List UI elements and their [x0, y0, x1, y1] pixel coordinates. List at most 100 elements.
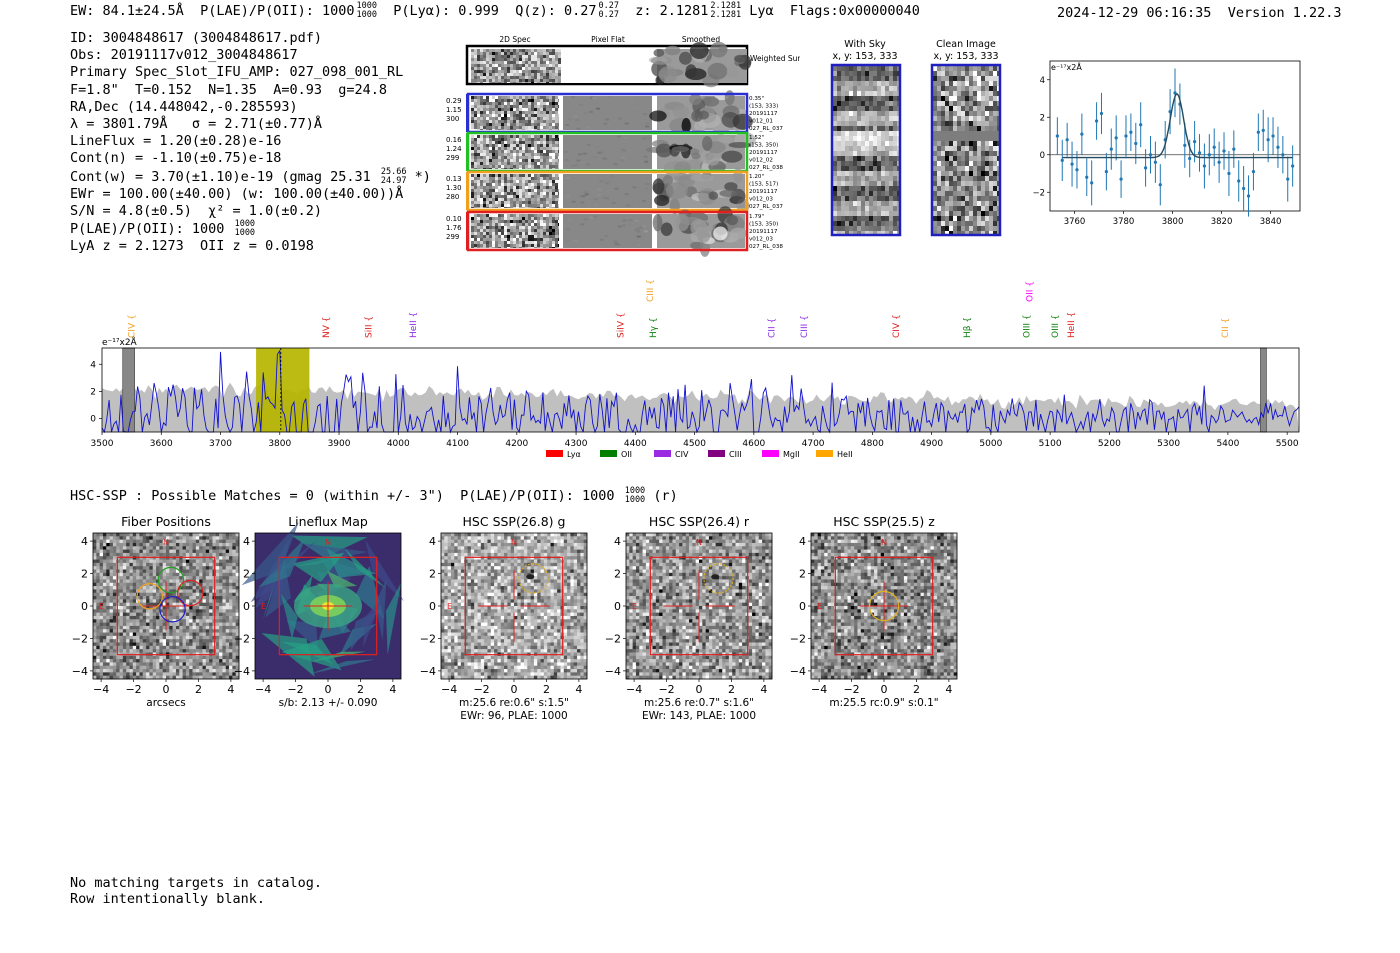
clean-image-title: Clean Image — [936, 39, 996, 50]
legend-lyα: Lyα — [546, 450, 581, 459]
hsc-xtick-label: −4 — [626, 683, 642, 696]
info-lambda: λ = 3801.79Å σ = 2.71(±0.77)Å — [70, 116, 322, 133]
search-box — [649, 556, 749, 656]
cutout-left-label: 299 — [446, 233, 459, 241]
cutout-left-label: 300 — [446, 115, 459, 123]
spectrum-ytick-label: 2 — [90, 387, 96, 397]
zoom-point — [1202, 164, 1207, 168]
cutout-right-label: 0.35" — [749, 96, 764, 102]
line-marker-label: OIII { — [1022, 314, 1032, 338]
zoom-point — [1153, 160, 1157, 164]
spectrum-xtick-label: 4900 — [920, 439, 943, 449]
hsc-panel-2: Lineflux Map N E −4 −4 −2 −2 0 0 2 2 4 4 s/b: 2.13 +/… — [234, 514, 404, 709]
hsc-panel-title: HSC SSP(26.8) g — [463, 514, 566, 529]
spectrum-xtick-label: 3900 — [328, 439, 351, 449]
zoom-point — [1188, 156, 1192, 161]
hsc-xtick-label: 0 — [511, 683, 518, 696]
hsc-caption: m:25.6 re:0.7" s:1.6" — [644, 697, 754, 709]
lineflux-map-image — [241, 522, 404, 679]
hsc-ytick-label: 4 — [799, 535, 806, 548]
zoom-point — [1256, 130, 1260, 134]
hsc-xtick-label: −2 — [658, 683, 674, 696]
fiber-circle — [159, 595, 186, 623]
line-marker-heii: HeII { — [409, 312, 419, 338]
zoom-point — [1251, 170, 1256, 174]
spectrum-xtick-label: 5200 — [1098, 439, 1121, 449]
hsc-panel-1: Fiber Positions N E −4 −4 −2 −2 0 0 2 2 4 4 arcsecs — [72, 514, 240, 709]
zoom-unit-label: e⁻¹⁷x2Å — [1051, 61, 1082, 72]
zoom-point — [1099, 111, 1104, 116]
cutout-right-label: 20191117 — [749, 229, 778, 235]
hsc-ytick-label: 0 — [243, 600, 250, 613]
cutout-right-label: (153, 333) — [749, 104, 778, 110]
hsc-caption: s/b: 2.13 +/- 0.090 — [279, 697, 378, 709]
with-sky-image — [833, 66, 901, 236]
line-marker-oiii: OIII { — [1022, 314, 1032, 338]
cutout-2d-spec — [471, 135, 559, 169]
compass-e: E — [261, 602, 266, 611]
hsc-ytick-label: −4 — [420, 665, 436, 678]
hsc-xtick-label: −2 — [473, 683, 489, 696]
info-plae: P(LAE)/P(OII): 1000 1000 1000 — [70, 219, 256, 239]
with-sky-title: With Sky — [844, 39, 886, 50]
hsc-ytick-label: −2 — [790, 632, 806, 645]
weighted-smoothed — [648, 41, 752, 88]
cutout-left-label: 1.76 — [446, 224, 462, 232]
zoom-point — [1143, 166, 1148, 170]
compass-n: N — [325, 538, 331, 547]
zoom-point — [1055, 134, 1059, 138]
zoom-point — [1246, 194, 1251, 198]
hsc-xtick-label: 2 — [543, 683, 550, 696]
cutout-smoothed — [649, 90, 753, 135]
line-marker-siiv: SiIV { — [617, 312, 627, 338]
hsc-ytick-label: 0 — [614, 600, 621, 613]
cutout-right-label: v012_01 — [749, 119, 773, 125]
hsc-xtick-label: 4 — [575, 683, 582, 696]
header-plya: P(Lyα): 0.999 — [393, 3, 499, 19]
spectrum-xtick-label: 5300 — [1157, 439, 1180, 449]
legend-label: OII — [621, 450, 632, 459]
cutout-smoothed — [645, 132, 756, 177]
legend-mgii: MgII — [762, 450, 800, 459]
hsc-summary-end: (r) — [653, 488, 678, 504]
header-datetime: 2024-12-29 06:16:35 — [1057, 5, 1212, 21]
info-radec: RA,Dec (14.448042,-0.285593) — [70, 98, 298, 115]
cutout-left-label: 0.29 — [446, 97, 462, 105]
hsc-ytick-label: 2 — [243, 568, 250, 581]
header-qz: Q(z): 0.27 — [515, 3, 597, 19]
sky-image-panels: With Sky x, y: 153, 333 Clean Image x, y… — [830, 39, 1002, 237]
legend-heii: HeII — [816, 450, 853, 459]
line-marker-label: CIII { — [800, 315, 810, 338]
cutout-left-label: 280 — [446, 193, 459, 201]
zoom-point — [1124, 134, 1128, 138]
info-id: ID: 3004848617 (3004848617.pdf) — [70, 30, 322, 46]
zoom-ytick-label: 4 — [1040, 76, 1045, 86]
compass-e: E — [447, 602, 452, 611]
info-obs: Obs: 20191117v012_3004848617 — [70, 47, 298, 64]
hsc-ytick-label: 4 — [81, 535, 88, 548]
hsc-cutout-image — [441, 533, 588, 680]
line-marker-label: OIII { — [1051, 314, 1061, 338]
hsc-caption: m:25.5 rc:0.9" s:0.1" — [829, 697, 938, 709]
hsc-xtick-label: 4 — [760, 683, 767, 696]
crosshair — [141, 581, 191, 631]
header-ew: EW: 84.1±24.5Å — [70, 3, 184, 19]
footer-line-2: Row intentionally blank. — [70, 890, 266, 907]
cutout-left-label: 1.15 — [446, 106, 462, 114]
zoom-point — [1139, 123, 1143, 127]
spectrum-line — [101, 349, 1300, 434]
with-sky-frame — [830, 63, 902, 237]
hsc-ytick-label: −2 — [605, 632, 621, 645]
line-marker-cii: CII { — [1221, 318, 1231, 338]
hsc-ytick-label: 2 — [614, 568, 621, 581]
cutout-right-label: v012_03 — [749, 197, 773, 203]
zoom-point — [1070, 162, 1074, 166]
cutout-right-label: (153, 350) — [749, 143, 778, 149]
zoom-xtick-label: 3820 — [1211, 217, 1233, 227]
hsc-xtick-label: −4 — [811, 683, 827, 696]
masked-region — [122, 347, 135, 433]
cutout-right-label: (153, 350) — [749, 222, 778, 228]
clean-image — [933, 66, 1001, 236]
